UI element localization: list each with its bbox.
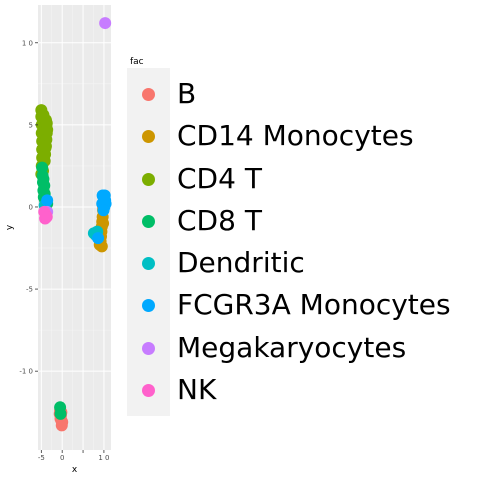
legend-keys: B CD14 Monocytes CD4 T CD8 T Dendritic FCGR3A…	[127, 68, 451, 417]
legend-key-dot	[142, 299, 155, 313]
legend-title: fac	[130, 57, 144, 67]
legend-item: FCGR3A Monocytes	[127, 285, 451, 327]
y-tick-label: 1 0	[22, 39, 33, 47]
legend-item: CD8 T	[127, 201, 262, 243]
y-axis-title: y	[5, 224, 15, 230]
legend-key-dot	[142, 130, 155, 144]
y-tick-label: -1 0	[19, 368, 33, 376]
x-axis-title: x	[72, 465, 78, 475]
legend-key-dot	[142, 341, 155, 355]
legend-item: CD4 T	[127, 159, 262, 201]
point-fcgr3a-monocytes	[98, 189, 111, 202]
legend-key-dot	[142, 172, 155, 186]
legend-item: NK	[127, 370, 216, 412]
point-fcgr3a-monocytes	[41, 194, 54, 207]
point-cd8-t	[37, 173, 50, 186]
point-megakaryocytes	[99, 17, 112, 30]
legend-item: Dendritic	[127, 243, 305, 285]
y-tick-label: -5	[26, 286, 33, 294]
legend-label: CD8 T	[177, 203, 262, 237]
point-fcgr3a-monocytes	[92, 232, 105, 245]
legend-item: Megakaryocytes	[127, 328, 406, 370]
point-cd4-t	[39, 140, 52, 153]
y-axis-ticks: 1 0 5 0 -5 -1 0	[19, 39, 38, 376]
legend-label: FCGR3A Monocytes	[177, 288, 451, 322]
point-cd4-t	[37, 151, 50, 164]
point-nk	[40, 210, 53, 223]
legend-key-dot	[142, 88, 155, 101]
y-tick-label: 0	[29, 203, 33, 211]
legend-key-dot	[142, 257, 155, 271]
legend-key-dot	[142, 214, 155, 228]
legend-item: CD14 Monocytes	[127, 116, 414, 158]
x-tick-label: 1 0	[98, 454, 109, 462]
data-points	[35, 17, 112, 432]
point-cd8-t	[54, 407, 67, 420]
legend-key-dot	[142, 384, 155, 398]
legend-label: CD4 T	[177, 161, 262, 195]
legend-item: B	[127, 74, 196, 116]
x-tick-label: -5	[38, 454, 45, 462]
point-fcgr3a-monocytes	[97, 204, 110, 217]
legend-label: Dendritic	[177, 246, 305, 280]
x-tick-label: 0	[60, 454, 64, 462]
point-cd4-t	[40, 117, 53, 130]
y-tick-label: 5	[29, 121, 33, 129]
legend-label: CD14 Monocytes	[177, 119, 414, 153]
legend-label: NK	[177, 373, 217, 407]
legend-label: Megakaryocytes	[177, 330, 407, 364]
legend: fac B CD14 Monocytes CD4 T CD8 T Dendritic FC…	[127, 57, 468, 417]
legend-label: B	[177, 77, 197, 110]
x-axis-ticks: -5 0 1 0	[38, 450, 109, 462]
